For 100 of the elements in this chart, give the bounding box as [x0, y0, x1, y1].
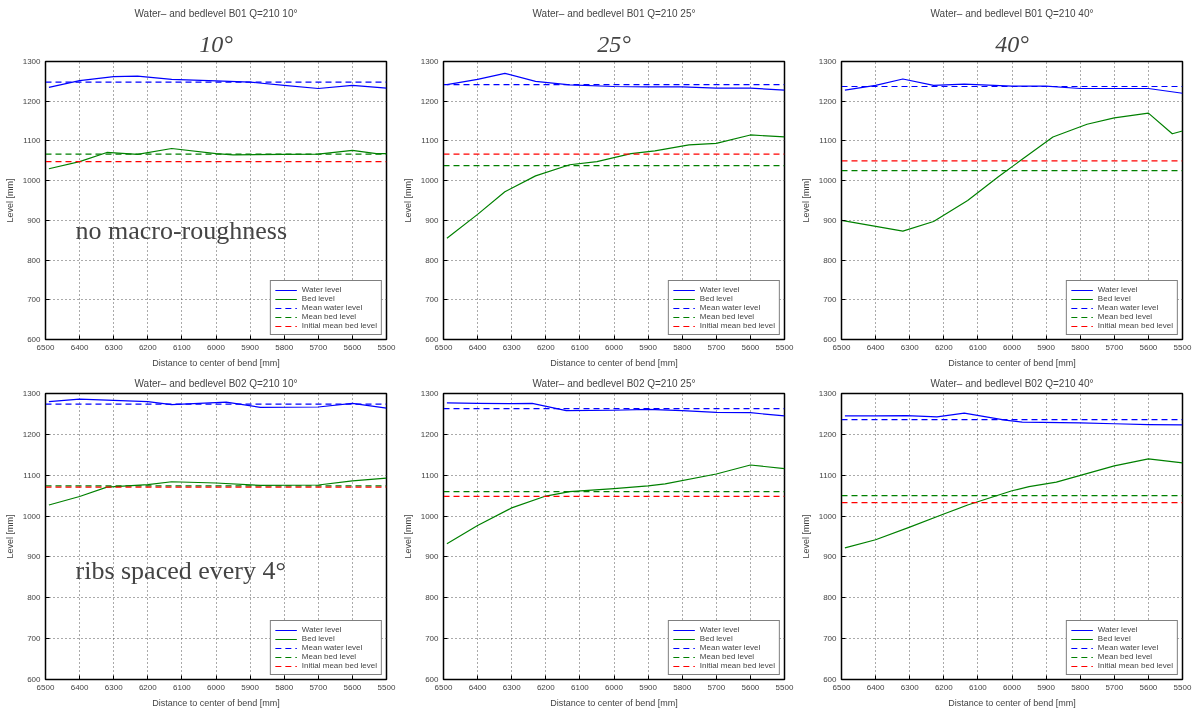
y-axis-title: Level [mm]: [402, 178, 413, 223]
x-tick-label: 6400: [70, 342, 90, 352]
y-tick-label: 600: [27, 335, 42, 344]
legend-label: Bed level: [699, 634, 733, 643]
legend-label: Bed level: [1097, 634, 1131, 643]
y-tick-label: 1300: [818, 57, 838, 66]
legend-label: Water level: [1097, 285, 1138, 294]
y-tick-label: 1200: [22, 429, 42, 439]
y-tick-label: 1000: [818, 511, 838, 521]
chart-subtitle: 10°: [199, 30, 234, 57]
x-tick-label: 6500: [36, 682, 55, 692]
chart-title: Water– and bedlevel B02 Q=210 25°: [532, 377, 696, 389]
x-tick-label: 5700: [309, 682, 328, 692]
x-axis-title: Distance to center of bend [mm]: [550, 357, 678, 368]
legend-label: Initial mean bed level: [699, 661, 775, 670]
x-tick-label: 6000: [605, 342, 624, 352]
x-tick-label: 5800: [673, 682, 692, 692]
y-tick-label: 600: [823, 335, 838, 344]
x-tick-label: 5600: [343, 682, 362, 692]
x-tick-label: 6100: [969, 342, 988, 352]
y-tick-label: 800: [27, 255, 42, 265]
y-tick-label: 1300: [22, 57, 42, 66]
y-tick-label: 700: [823, 295, 838, 305]
legend-label: Mean water level: [1097, 643, 1159, 652]
x-tick-label: 5800: [673, 342, 692, 352]
x-tick-label: 5700: [1105, 682, 1124, 692]
x-tick-label: 6200: [138, 342, 158, 352]
legend-label: Mean water level: [301, 303, 363, 312]
x-tick-label: 6500: [36, 342, 55, 352]
y-tick-label: 700: [823, 634, 838, 644]
legend-label: Mean bed level: [699, 312, 755, 321]
y-tick-label: 1200: [22, 96, 42, 106]
y-tick-label: 600: [27, 675, 42, 684]
x-tick-label: 6000: [1003, 682, 1022, 692]
y-tick-label: 800: [823, 593, 838, 603]
x-tick-label: 5600: [741, 682, 760, 692]
x-tick-label: 5900: [1037, 342, 1056, 352]
x-tick-label: 6300: [502, 342, 522, 352]
legend-label: Mean bed level: [1097, 652, 1153, 661]
legend-label: Mean water level: [301, 643, 363, 652]
y-tick-label: 900: [27, 552, 42, 562]
y-tick-label: 1000: [818, 176, 838, 186]
x-tick-label: 5700: [1105, 342, 1124, 352]
y-tick-label: 1000: [420, 176, 440, 186]
legend-label: Initial mean bed level: [301, 321, 377, 330]
x-tick-label: 6100: [571, 342, 590, 352]
x-tick-label: 6000: [1003, 342, 1022, 352]
legend-label: Bed level: [699, 294, 733, 303]
x-tick-label: 5500: [775, 682, 794, 692]
y-tick-label: 1100: [23, 470, 42, 480]
y-tick-label: 600: [425, 675, 440, 684]
legend-label: Water level: [1097, 625, 1138, 634]
legend-label: Water level: [699, 625, 740, 634]
y-tick-label: 1200: [818, 96, 838, 106]
x-tick-label: 6500: [832, 342, 851, 352]
y-axis-title: Level [mm]: [4, 514, 15, 559]
x-tick-label: 6000: [605, 682, 624, 692]
x-tick-label: 5500: [377, 342, 396, 352]
x-tick-label: 6400: [866, 682, 886, 692]
x-tick-label: 6200: [536, 682, 556, 692]
legend-label: Mean bed level: [301, 652, 357, 661]
x-axis-title: Distance to center of bend [mm]: [948, 357, 1076, 368]
legend-label: Initial mean bed level: [1097, 321, 1173, 330]
x-tick-label: 6300: [104, 342, 124, 352]
y-tick-label: 1300: [818, 389, 838, 398]
x-tick-label: 5600: [1139, 682, 1158, 692]
legend-label: Bed level: [1097, 294, 1131, 303]
x-tick-label: 5900: [639, 342, 658, 352]
x-tick-label: 6400: [70, 682, 90, 692]
x-tick-label: 6400: [866, 342, 886, 352]
y-tick-label: 1000: [22, 511, 42, 521]
y-tick-label: 1000: [22, 176, 42, 186]
legend-label: Initial mean bed level: [301, 661, 377, 670]
y-tick-label: 900: [27, 215, 42, 225]
x-tick-label: 5800: [275, 682, 294, 692]
y-tick-label: 1100: [421, 136, 440, 146]
y-tick-label: 1200: [818, 429, 838, 439]
x-tick-label: 6500: [434, 682, 453, 692]
y-tick-label: 800: [27, 593, 42, 603]
legend-label: Water level: [301, 625, 342, 634]
annotation: no macro-roughness: [75, 215, 288, 245]
y-tick-label: 700: [27, 634, 42, 644]
x-axis-title: Distance to center of bend [mm]: [948, 697, 1076, 708]
legend-label: Mean bed level: [301, 312, 357, 321]
x-tick-label: 6400: [468, 682, 488, 692]
y-tick-label: 900: [823, 215, 838, 225]
y-tick-label: 800: [425, 593, 440, 603]
y-tick-label: 1300: [22, 389, 42, 398]
legend-label: Initial mean bed level: [699, 321, 775, 330]
y-tick-label: 1100: [819, 136, 838, 146]
x-tick-label: 6100: [173, 682, 192, 692]
x-tick-label: 5900: [241, 342, 260, 352]
x-tick-label: 5900: [1037, 682, 1056, 692]
x-tick-label: 5700: [707, 682, 726, 692]
legend-label: Mean water level: [699, 303, 761, 312]
legend-label: Bed level: [301, 294, 335, 303]
y-tick-label: 900: [823, 552, 838, 562]
x-tick-label: 5500: [775, 342, 794, 352]
y-tick-label: 700: [27, 295, 42, 305]
x-tick-label: 6200: [138, 682, 158, 692]
